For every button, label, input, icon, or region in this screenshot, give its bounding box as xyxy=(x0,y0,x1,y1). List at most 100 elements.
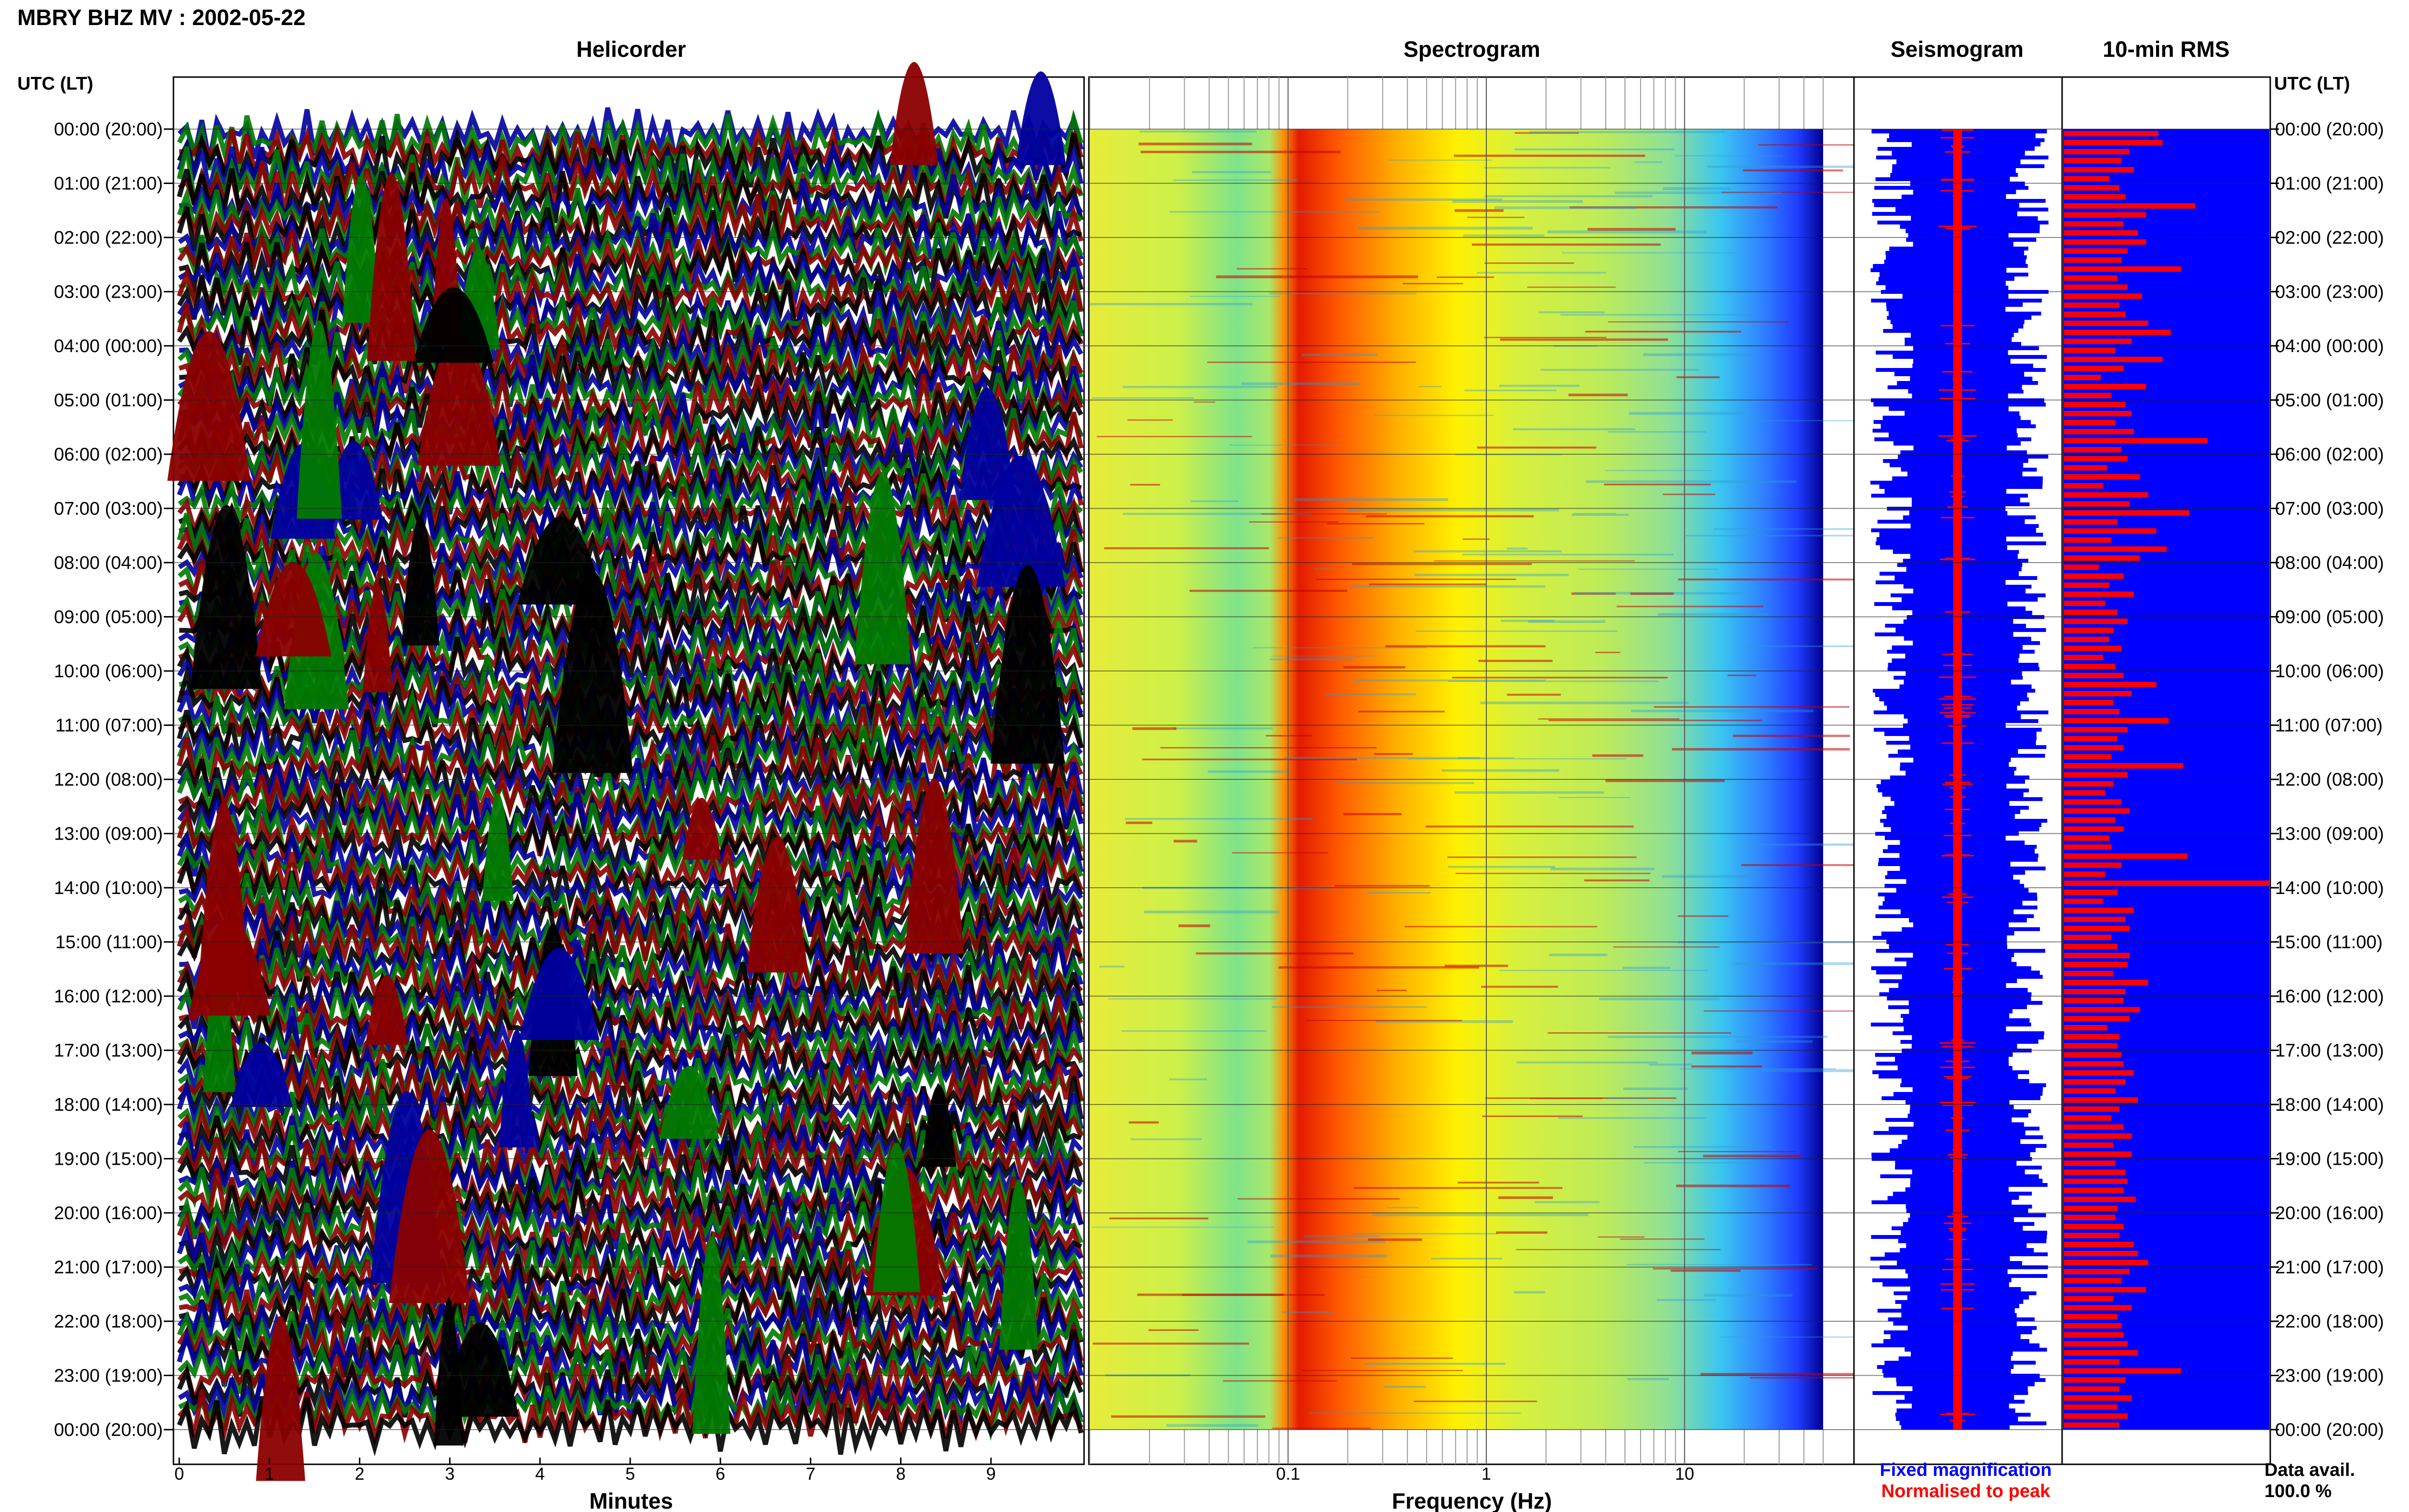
seismogram-edge xyxy=(1861,394,1912,398)
rms-bar xyxy=(2064,1043,2118,1049)
seismogram-edge xyxy=(2031,420,2058,424)
seismogram-spike xyxy=(1940,325,1975,327)
seismogram-edge xyxy=(2045,753,2058,758)
helicorder-trace xyxy=(177,508,1084,567)
seismogram-spike xyxy=(1949,1230,1965,1232)
seismogram-spike xyxy=(1944,1076,1972,1078)
seismogram-edge xyxy=(2007,602,2058,606)
spectrogram-streak xyxy=(1467,217,1525,218)
seismogram-edge xyxy=(2014,814,2058,819)
seismogram-edge xyxy=(2047,1347,2058,1352)
seismogram-edge xyxy=(1861,415,1883,420)
seismogram-edge xyxy=(1861,849,1883,854)
seismogram-edge xyxy=(1861,619,1904,624)
seismogram-edge xyxy=(1861,680,1904,684)
rms-bar xyxy=(2064,1377,2126,1383)
seismogram-spike xyxy=(1947,1154,1968,1156)
seismogram-spike xyxy=(1948,1228,1967,1229)
seismogram-edge xyxy=(1861,779,1881,784)
spectrogram-streak xyxy=(1130,1138,1202,1140)
helicorder-event xyxy=(413,287,494,363)
rms-bar xyxy=(2064,293,2142,299)
seismogram-edge xyxy=(1861,1330,1884,1335)
seismogram-edge xyxy=(2009,1404,2058,1408)
seismogram-edge xyxy=(1861,224,1900,229)
seismogram-edge xyxy=(1861,714,1904,719)
panel-title-rms: 10-min RMS xyxy=(2103,37,2229,62)
rms-bar xyxy=(2064,429,2134,434)
spectrogram-streak xyxy=(1231,852,1328,854)
rms-bar xyxy=(2064,185,2119,191)
spectrogram-streak xyxy=(1138,143,1252,145)
seismogram-edge xyxy=(2045,1378,2058,1382)
rms-bar xyxy=(2064,339,2132,344)
rms-bar xyxy=(2064,528,2157,534)
rms-bar xyxy=(2064,980,2148,986)
left-time-label: 01:00 (21:00) xyxy=(54,174,163,194)
seismogram-spike xyxy=(1940,1102,1975,1104)
seismogram-edge xyxy=(2035,849,2058,854)
seismogram-edge xyxy=(1861,1408,1897,1413)
figure-title: MBRY BHZ MV : 2002-05-22 xyxy=(17,5,305,30)
spectrogram-streak xyxy=(1173,727,1273,730)
seismogram-edge xyxy=(1861,844,1888,849)
seismogram-edge xyxy=(1861,1122,1914,1127)
seismogram-edge xyxy=(1861,1196,1888,1200)
spectrogram-streak xyxy=(1513,428,1636,431)
spectrogram-streak xyxy=(1385,645,1546,647)
spectrogram-streak xyxy=(1657,613,1769,616)
right-time-label: 07:00 (03:00) xyxy=(2275,499,2384,519)
seismogram-edge xyxy=(1861,671,1906,676)
spectrogram-streak xyxy=(1444,964,1509,967)
seismogram-edge xyxy=(2029,1339,2058,1343)
rms-bar xyxy=(2064,347,2116,354)
seismogram-edge xyxy=(2044,138,2058,143)
spectrogram-streak xyxy=(1294,498,1448,501)
seismogram-edge xyxy=(2042,974,2058,979)
seismogram-edge xyxy=(2020,879,2058,884)
spectrogram-streak xyxy=(1516,1061,1658,1064)
spectrogram-streak xyxy=(1388,159,1493,161)
minute-tick-label: 1 xyxy=(265,1464,274,1484)
spectrogram-streak xyxy=(1498,1196,1553,1199)
rms-bar xyxy=(2064,1422,2119,1428)
seismogram-edge xyxy=(2006,784,2058,789)
seismogram-edge xyxy=(2010,1425,2058,1430)
rms-bar xyxy=(2064,194,2126,200)
seismogram-edge xyxy=(2020,810,2058,815)
seismogram-edge xyxy=(1861,1044,1912,1049)
seismogram-edge xyxy=(1861,424,1881,429)
seismogram-edge xyxy=(2039,970,2058,975)
rms-bar xyxy=(2064,772,2128,778)
seismogram-edge xyxy=(2045,368,2058,372)
rms-bar xyxy=(2064,266,2181,272)
spectrogram-streak xyxy=(1447,856,1637,858)
spectrogram-streak xyxy=(1499,970,1708,971)
spectrogram-streak xyxy=(1586,480,1797,483)
seismogram-edge xyxy=(2027,450,2058,455)
seismogram-edge xyxy=(1861,1078,1902,1083)
spectrogram-streak xyxy=(1733,735,1850,737)
seismogram-edge xyxy=(1861,1304,1902,1309)
seismogram-edge xyxy=(1861,524,1911,528)
spectrogram-streak xyxy=(1129,1121,1159,1124)
seismogram-edge xyxy=(1861,320,1891,325)
seismogram-edge xyxy=(2036,1148,2058,1153)
seismogram-edge xyxy=(1861,190,1913,195)
seismogram-edge xyxy=(2037,576,2058,580)
seismogram-edge xyxy=(2037,844,2058,849)
left-time-label: 03:00 (23:00) xyxy=(54,282,163,302)
spectrogram-streak xyxy=(1538,311,1605,314)
spectrogram-streak xyxy=(1336,782,1474,784)
seismogram-edge xyxy=(1861,697,1880,702)
left-time-label: 00:00 (20:00) xyxy=(54,119,163,140)
seismogram-edge xyxy=(2012,1009,2058,1014)
seismogram-spike xyxy=(1947,1216,1968,1217)
seismogram-edge xyxy=(2014,953,2058,958)
seismogram-edge xyxy=(2037,892,2058,897)
seismogram-edge xyxy=(2018,749,2058,754)
spectrogram-streak xyxy=(1481,986,1558,988)
spectrogram-streak xyxy=(1278,966,1480,969)
seismogram-edge xyxy=(1861,1070,1873,1075)
